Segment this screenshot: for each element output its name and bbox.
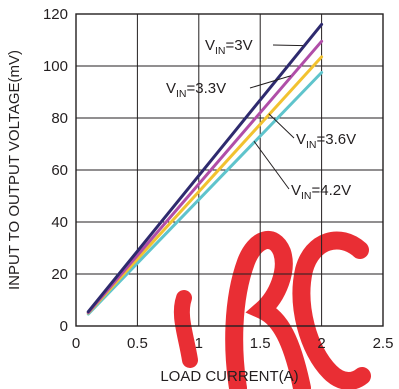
y-axis-label: INPUT TO OUTPUT VOLTAGE(mV) bbox=[6, 50, 23, 290]
y-tick-label: 40 bbox=[51, 214, 68, 231]
series-label: VIN=4.2V bbox=[291, 182, 351, 202]
label-leader-line bbox=[249, 75, 292, 89]
series-label: VIN=3.3V bbox=[166, 80, 226, 100]
label-leader-line bbox=[272, 44, 304, 47]
label-leaders bbox=[249, 44, 304, 190]
series-line bbox=[86, 71, 324, 316]
x-axis-label: LOAD CURRENT(A) bbox=[160, 368, 298, 385]
series-lines bbox=[86, 22, 324, 316]
x-tick-label: 1.5 bbox=[250, 335, 271, 352]
y-tick-label: 120 bbox=[43, 6, 68, 23]
series-label: VIN=3V bbox=[205, 37, 253, 57]
x-tick-label: 2 bbox=[317, 335, 325, 352]
y-tick-label: 0 bbox=[60, 318, 68, 335]
x-tick-labels: 0 0.5 1 1.5 2 2.5 bbox=[72, 335, 394, 352]
series-line bbox=[86, 39, 324, 314]
x-tick-label: 2.5 bbox=[373, 335, 394, 352]
series-line bbox=[86, 22, 324, 314]
x-tick-label: 0 bbox=[72, 335, 80, 352]
plot-frame bbox=[75, 13, 384, 327]
y-tick-label: 80 bbox=[51, 110, 68, 127]
y-tick-label: 60 bbox=[51, 162, 68, 179]
label-leader-line bbox=[253, 140, 290, 190]
x-tick-label: 1 bbox=[195, 335, 203, 352]
y-tick-label: 20 bbox=[51, 266, 68, 283]
series-labels: VIN=3V VIN=3.3V VIN=3.6V VIN=4.2V bbox=[166, 37, 356, 202]
series-line bbox=[86, 55, 324, 315]
x-tick-label: 0.5 bbox=[127, 335, 148, 352]
series-label: VIN=3.6V bbox=[296, 131, 356, 151]
watermark bbox=[173, 231, 371, 389]
y-tick-label: 100 bbox=[43, 58, 68, 75]
label-leader-line bbox=[268, 113, 295, 139]
y-tick-labels: 0 20 40 60 80 100 120 bbox=[43, 6, 68, 335]
